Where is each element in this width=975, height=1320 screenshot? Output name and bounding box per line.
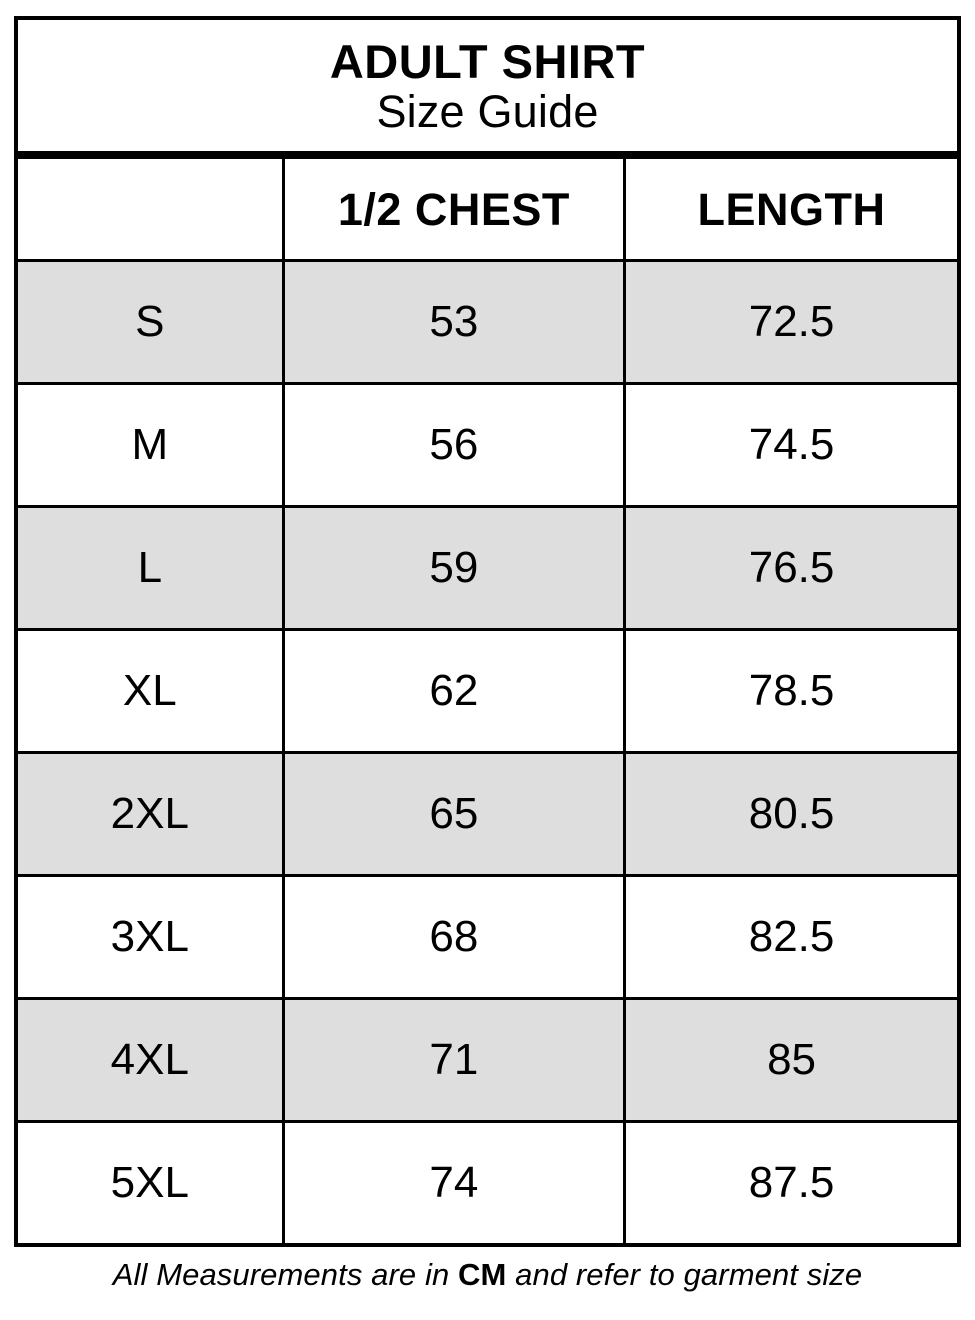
title-block: ADULT SHIRT Size Guide [18,20,957,160]
cell-size: 5XL [18,1120,285,1244]
column-header-length: LENGTH [623,159,957,263]
table-row: M 56 74.5 [18,382,957,509]
table-row: XL 62 78.5 [18,628,957,755]
column-header-size [18,159,285,263]
cell-chest: 74 [281,1120,627,1244]
cell-size: 3XL [18,874,285,1001]
table-row: 2XL 65 80.5 [18,751,957,878]
table-header-row: 1/2 CHEST LENGTH [18,159,957,263]
size-chart-table: 1/2 CHEST LENGTH S 53 72.5 M 56 74.5 L 5… [18,159,957,1244]
measurement-unit: CM [458,1257,507,1292]
cell-chest: 68 [281,874,627,1001]
cell-chest: 59 [281,505,627,632]
cell-length: 80.5 [623,751,957,878]
cell-size: S [18,259,285,386]
cell-size: L [18,505,285,632]
cell-length: 87.5 [623,1120,957,1244]
cell-length: 85 [623,997,957,1124]
size-guide-table-frame: ADULT SHIRT Size Guide 1/2 CHEST LENGTH … [14,16,961,1248]
table-row: S 53 72.5 [18,259,957,386]
cell-chest: 71 [281,997,627,1124]
cell-chest: 56 [281,382,627,509]
measurement-note-prefix: All Measurements are in [112,1257,458,1292]
cell-size: M [18,382,285,509]
table-row: 3XL 68 82.5 [18,874,957,1001]
cell-size: XL [18,628,285,755]
cell-size: 4XL [18,997,285,1124]
cell-length: 82.5 [623,874,957,1001]
cell-size: 2XL [18,751,285,878]
cell-length: 72.5 [623,259,957,386]
table-row: 4XL 71 85 [18,997,957,1124]
page-subtitle: Size Guide [376,85,599,137]
table-body: S 53 72.5 M 56 74.5 L 59 76.5 XL 62 [18,259,957,1244]
cell-length: 76.5 [623,505,957,632]
table-row: L 59 76.5 [18,505,957,632]
table-header: 1/2 CHEST LENGTH [18,159,957,263]
cell-chest: 65 [281,751,627,878]
cell-chest: 53 [281,259,627,386]
measurement-note-suffix: and refer to garment size [506,1257,863,1292]
cell-length: 74.5 [623,382,957,509]
page-title: ADULT SHIRT [329,35,646,88]
cell-chest: 62 [281,628,627,755]
table-row: 5XL 74 87.5 [18,1120,957,1244]
column-header-half-chest: 1/2 CHEST [281,159,627,263]
cell-length: 78.5 [623,628,957,755]
measurement-note: All Measurements are in CM and refer to … [0,1257,975,1292]
